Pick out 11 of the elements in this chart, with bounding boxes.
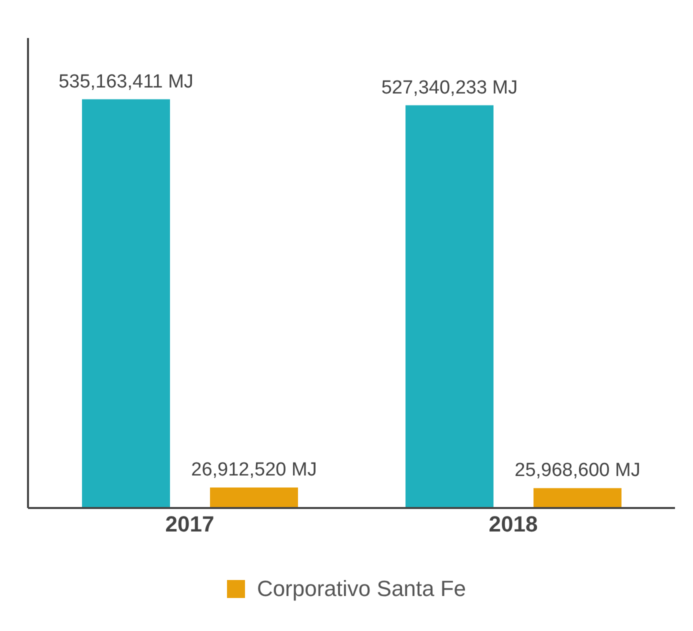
- bar: [406, 105, 494, 508]
- data-label: 527,340,233 MJ: [381, 77, 518, 98]
- data-label: 535,163,411 MJ: [58, 71, 194, 92]
- bar: [210, 487, 298, 508]
- x-tick-label: 2017: [165, 512, 214, 537]
- bar: [82, 99, 170, 508]
- x-tick-label: 2018: [488, 512, 538, 537]
- data-label: 26,912,520 MJ: [191, 459, 317, 480]
- legend-label: Corporativo Santa Fe: [256, 576, 466, 602]
- bar: [534, 488, 622, 508]
- data-label: 25,968,600 MJ: [514, 460, 640, 482]
